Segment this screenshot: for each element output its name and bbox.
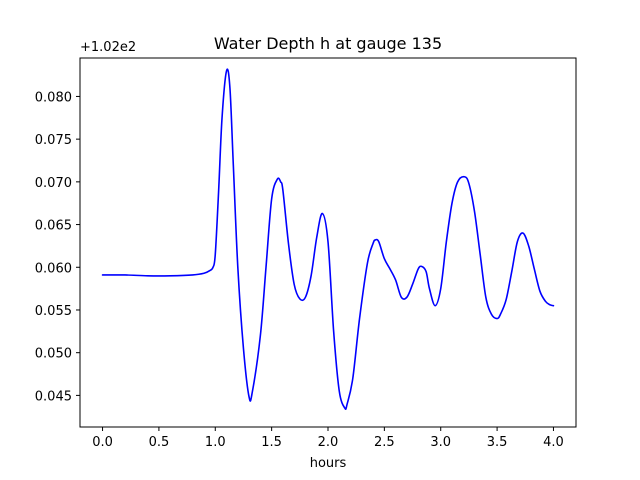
x-tick-label: 2.0 <box>318 435 339 450</box>
y-tick-label: 0.050 <box>35 347 72 362</box>
y-tick-label: 0.045 <box>35 389 72 404</box>
x-tick-label: 1.5 <box>261 435 282 450</box>
x-tick-label: 3.5 <box>487 435 508 450</box>
y-tick-label: 0.075 <box>35 133 72 148</box>
x-axis-label: hours <box>310 456 347 471</box>
x-tick-label: 0.5 <box>149 435 170 450</box>
y-tick-label: 0.060 <box>35 261 72 276</box>
chart-title: Water Depth h at gauge 135 <box>214 34 442 53</box>
y-tick-label: 0.080 <box>35 90 72 105</box>
x-tick-label: 0.0 <box>92 435 113 450</box>
y-tick-label: 0.065 <box>35 219 72 234</box>
x-tick-label: 3.0 <box>430 435 451 450</box>
y-tick-label: 0.070 <box>35 176 72 191</box>
x-tick-label: 1.0 <box>205 435 226 450</box>
x-tick-label: 4.0 <box>543 435 564 450</box>
series-layer <box>101 68 555 410</box>
plot-frame <box>79 57 577 428</box>
y-axis-offset-label: +1.02e2 <box>80 40 136 55</box>
y-tick-label: 0.055 <box>35 304 72 319</box>
series-line <box>101 68 555 410</box>
ticks-layer: 0.0 0.5 1.0 1.5 2.0 2.5 3.0 3.5 4.0 0.045 0.050 0.0… <box>35 90 564 450</box>
x-tick-label: 2.5 <box>374 435 395 450</box>
